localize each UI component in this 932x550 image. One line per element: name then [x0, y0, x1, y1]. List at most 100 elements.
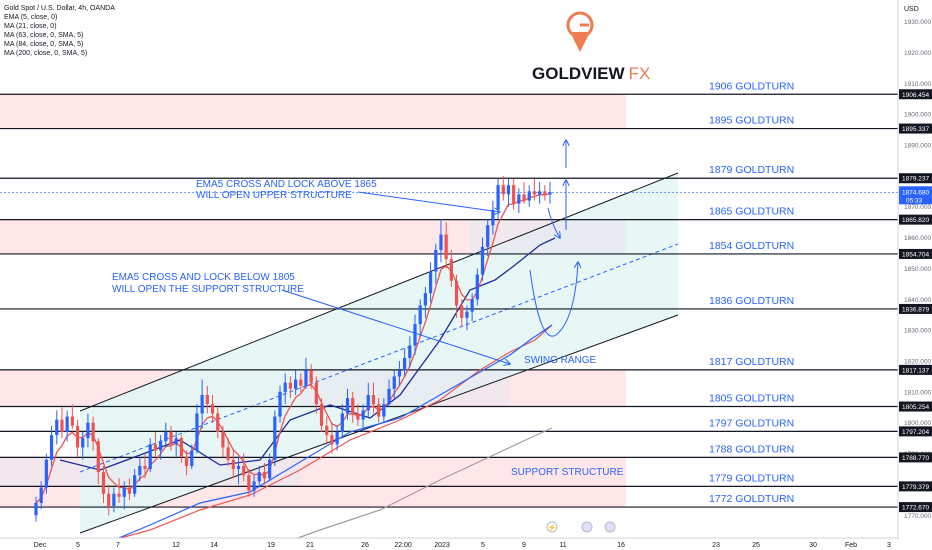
- time-tick-label: 21: [306, 542, 314, 549]
- level-price-tag-bg: [899, 401, 932, 412]
- time-tick-label: 25: [752, 542, 760, 549]
- price-axis: USD 1930.000 1920.000 1910.000 1900.000 1890.…: [897, 0, 932, 550]
- time-tick-label: 19: [267, 542, 275, 549]
- event-flag-icon-1[interactable]: [581, 521, 593, 533]
- time-tick-label: Dec: [34, 542, 47, 549]
- candle-body: [382, 404, 386, 417]
- candle-body: [70, 416, 74, 426]
- event-flash-icon[interactable]: [546, 521, 558, 533]
- level-price-tag-bg: [899, 502, 932, 513]
- candle-body: [517, 194, 521, 204]
- candle-body: [548, 192, 552, 195]
- candle-body: [205, 394, 209, 405]
- indicator-ma84[interactable]: MA (84, close, 0, SMA, 5): [4, 41, 84, 48]
- indicator-ma200[interactable]: MA (200, close, 0, SMA, 5): [4, 50, 88, 57]
- level-label: 1836 GOLDTURN: [709, 295, 794, 307]
- level-price-tag: 1854.704: [902, 251, 929, 258]
- annotation-upper-line1: EMA5 CROSS AND LOCK ABOVE 1865: [196, 179, 377, 190]
- candle-body: [314, 382, 318, 405]
- candle-body: [387, 388, 391, 405]
- candle-body: [496, 185, 500, 210]
- indicator-ema5[interactable]: EMA (5, close, 0): [4, 14, 58, 21]
- level-label: 1879 GOLDTURN: [709, 164, 794, 176]
- candle-body: [273, 416, 277, 460]
- level-label: 1772 GOLDTURN: [709, 493, 794, 505]
- level-price-tag-bg: [899, 89, 932, 100]
- moving-averages-layer: [35, 193, 556, 549]
- time-tick-label: 14: [210, 542, 218, 549]
- time-tick-label: Feb: [845, 542, 857, 549]
- candle-body: [299, 379, 303, 386]
- candle-body: [304, 370, 308, 386]
- arrow-down-1865[interactable]: [547, 207, 560, 238]
- logo-text: GOLDVIEW FX: [532, 64, 650, 83]
- annotation-lower-line1: EMA5 CROSS AND LOCK BELOW 1805: [112, 272, 295, 283]
- candle-body: [252, 481, 256, 491]
- price-tick-label: 1830.000: [904, 328, 931, 335]
- channel-mid-line[interactable]: [79, 243, 679, 473]
- time-tick-label: 23: [712, 542, 720, 549]
- price-tick-label: 1870.000: [904, 204, 931, 211]
- indicator-ma63[interactable]: MA (63, close, 0, SMA, 5): [4, 32, 84, 39]
- candle-body: [60, 419, 64, 432]
- indicator-ma21[interactable]: MA (21, close, 0): [4, 23, 57, 30]
- candle-body: [247, 475, 251, 491]
- level-price-tag-bg: [899, 364, 932, 375]
- price-tick-label: 1770.000: [904, 513, 931, 520]
- candle-body: [242, 465, 246, 476]
- time-tick-label: 26: [361, 542, 369, 549]
- level-price-tag: 1788.770: [902, 455, 929, 462]
- candles-layer: [34, 175, 552, 522]
- candle-body: [480, 246, 485, 275]
- candle-body: [49, 435, 54, 460]
- zone-rect-red: [0, 94, 626, 129]
- logo-text-accent: FX: [629, 64, 651, 83]
- candle-body: [371, 394, 376, 405]
- level-price-tag: 1797.204: [902, 429, 929, 436]
- candle-body: [190, 450, 194, 466]
- time-axis: Dec 5 7 12 14 19 21 26 22:00 2023 5 9 11 16 23 25 30 Feb 3…: [0, 521, 898, 550]
- candle-body: [164, 432, 168, 442]
- candle-body: [532, 191, 537, 195]
- level-label: 1788 GOLDTURN: [709, 443, 794, 455]
- candle-body: [288, 382, 293, 389]
- candle-body: [449, 259, 453, 281]
- candle-body: [153, 444, 158, 451]
- time-tick-label: 30: [809, 542, 817, 549]
- level-label: 1805 GOLDTURN: [709, 393, 794, 405]
- arrow-support-structure[interactable]: [281, 289, 510, 364]
- event-flag-icon-2[interactable]: [604, 521, 616, 533]
- candle-body: [221, 432, 225, 448]
- level-label: 1854 GOLDTURN: [709, 240, 794, 252]
- candle-body: [397, 370, 402, 377]
- arrow-upper-structure[interactable]: [357, 191, 500, 212]
- level-price-tag: 1895.337: [902, 126, 929, 133]
- level-price-tag: 1865.820: [902, 217, 929, 224]
- candle-body: [75, 425, 80, 448]
- event-flash-glyph: ⚡: [548, 523, 557, 532]
- candle-body: [392, 376, 396, 389]
- candle-body: [512, 185, 516, 204]
- time-tick-label: 9: [522, 542, 526, 549]
- candle-body: [200, 394, 204, 414]
- price-tick-label: 1850.000: [904, 266, 931, 273]
- level-price-tag: 1836.879: [902, 306, 929, 313]
- candle-body: [309, 370, 313, 383]
- candle-body: [527, 191, 531, 201]
- candle-body: [65, 416, 69, 432]
- candle-body: [216, 413, 220, 432]
- annotation-upper-line2: WILL OPEN UPPER STRUCTURE: [196, 190, 352, 201]
- time-tick-label: 2023: [434, 542, 450, 549]
- candle-body: [330, 435, 334, 445]
- price-tick-label: 1900.000: [904, 112, 931, 119]
- candle-body: [262, 472, 267, 479]
- arrow-swing-curve[interactable]: [529, 262, 578, 337]
- current-price-tag-bg: [899, 186, 932, 205]
- channel-upper-line[interactable]: [79, 172, 679, 412]
- candle-body: [408, 345, 412, 358]
- level-label: 1895 GOLDTURN: [709, 115, 794, 127]
- level-price-tag-bg: [899, 123, 932, 134]
- candle-body: [361, 410, 365, 420]
